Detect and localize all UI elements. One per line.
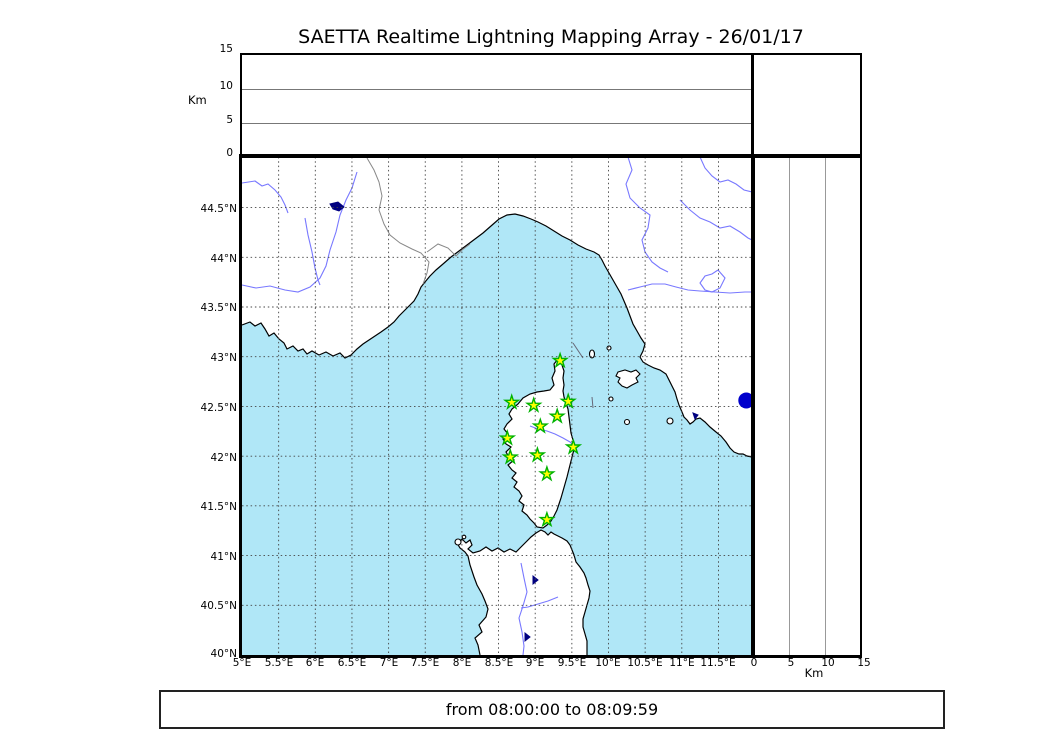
station-star-marker bbox=[538, 510, 556, 528]
station-star-marker bbox=[528, 445, 547, 463]
station-star-marker bbox=[502, 393, 521, 410]
lat-tick: 42°N bbox=[210, 452, 237, 464]
top-axis-label-km: Km bbox=[188, 93, 207, 107]
altitude-gridline-5km-v bbox=[789, 157, 790, 655]
station-star-marker bbox=[548, 407, 566, 424]
altitude-gridline-5km bbox=[242, 123, 752, 124]
lon-tick: 8°E bbox=[452, 657, 472, 669]
small-islands bbox=[454, 345, 674, 546]
event-dot bbox=[738, 392, 752, 409]
page-title: SAETTA Realtime Lightning Mapping Array … bbox=[298, 26, 804, 48]
status-bar: from 08:00:00 to 08:09:59 bbox=[159, 690, 945, 729]
lat-tick: 43°N bbox=[210, 352, 237, 364]
country-borders bbox=[366, 157, 471, 285]
lon-tick: 8.5°E bbox=[484, 657, 514, 669]
station-star-marker bbox=[525, 396, 543, 413]
lat-tick: 44°N bbox=[210, 253, 237, 265]
lon-tick: 10.5°E bbox=[627, 657, 663, 669]
lat-tick: 42.5°N bbox=[200, 402, 237, 414]
station-star-marker bbox=[551, 351, 569, 369]
right-axis-tick: 15 bbox=[857, 657, 871, 669]
lat-tick: 40.5°N bbox=[200, 600, 237, 612]
lon-tick: 9.5°E bbox=[557, 657, 587, 669]
top-axis-tick: 15 bbox=[219, 43, 233, 55]
sea-line-marks bbox=[572, 342, 594, 409]
lightning-station-markers bbox=[498, 351, 583, 528]
right-axis-label-km: Km bbox=[804, 666, 824, 680]
lon-tick: 11.5°E bbox=[700, 657, 736, 669]
lat-tick: 40°N bbox=[210, 648, 237, 660]
lakes bbox=[329, 201, 699, 643]
status-text: from 08:00:00 to 08:09:59 bbox=[445, 700, 659, 719]
right-axis-tick: 10 bbox=[821, 657, 835, 669]
lon-tick: 5.5°E bbox=[264, 657, 294, 669]
station-star-marker bbox=[498, 428, 517, 446]
lon-tick: 6.5°E bbox=[337, 657, 367, 669]
lon-tick: 9°E bbox=[525, 657, 545, 669]
sardinia-coastline bbox=[456, 529, 591, 655]
altitude-gridline-10km-v bbox=[825, 157, 826, 655]
lon-tick: 10°E bbox=[595, 657, 621, 669]
graticule-gridlines bbox=[242, 157, 752, 655]
event-dot-marker bbox=[738, 392, 752, 409]
sardinia-landmass bbox=[457, 530, 590, 655]
lat-tick: 41°N bbox=[210, 551, 237, 563]
geographic-map bbox=[242, 157, 752, 655]
sardinia-rivers bbox=[518, 562, 559, 655]
station-star-marker bbox=[559, 392, 577, 409]
mainland-coastline bbox=[242, 213, 752, 458]
right-axis-tick: 5 bbox=[787, 657, 795, 669]
mainland-landmass bbox=[242, 157, 752, 457]
lat-tick: 41.5°N bbox=[200, 501, 237, 513]
right-axis-tick: 0 bbox=[750, 657, 758, 669]
station-star-marker bbox=[564, 437, 583, 455]
lat-tick: 43.5°N bbox=[200, 302, 237, 314]
top-axis-tick: 0 bbox=[226, 147, 233, 159]
lon-tick: 6°E bbox=[305, 657, 325, 669]
station-star-marker bbox=[501, 447, 519, 465]
lon-tick: 5°E bbox=[232, 657, 252, 669]
altitude-gridline-10km bbox=[242, 89, 752, 90]
lon-tick: 7°E bbox=[379, 657, 399, 669]
station-star-marker bbox=[531, 417, 550, 434]
lon-tick: 7.5°E bbox=[410, 657, 440, 669]
lon-tick: 11°E bbox=[669, 657, 695, 669]
altitude-latitude-panel bbox=[753, 157, 860, 655]
corner-panel bbox=[753, 55, 860, 156]
top-axis-tick: 5 bbox=[226, 114, 233, 126]
top-axis-tick: 10 bbox=[219, 80, 233, 92]
station-star-marker bbox=[538, 464, 556, 482]
lat-tick: 44.5°N bbox=[200, 203, 237, 215]
altitude-longitude-panel bbox=[242, 55, 752, 156]
